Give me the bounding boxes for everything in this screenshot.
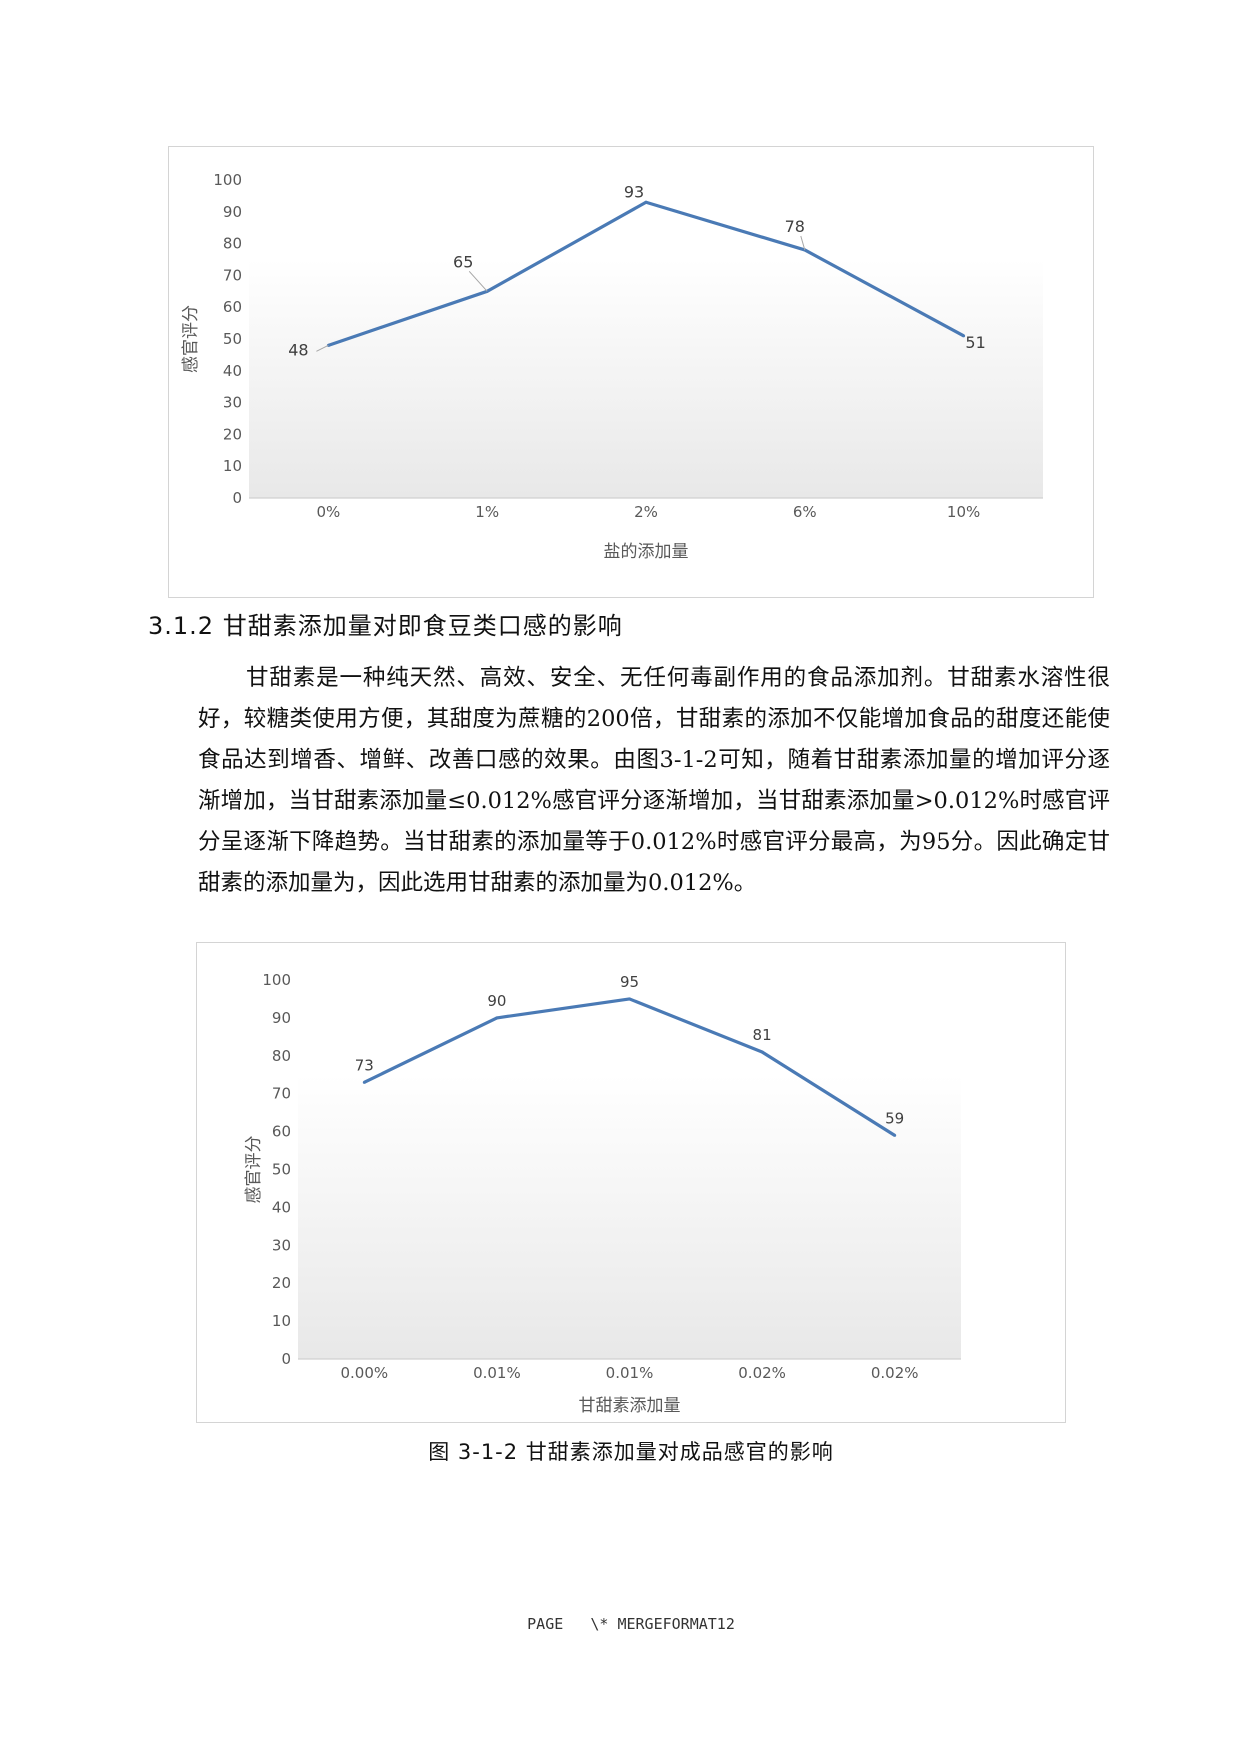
label-leader-line [316,344,329,352]
salt-chart: 0 10 20 30 40 50 60 70 80 90 100 0% 1% 2% 6% 10% 盐的添加量 感官… [168,146,1094,598]
x-axis-title: 盐的添加量 [604,542,689,562]
y-tick-label: 80 [223,235,242,253]
x-tick-label: 1% [475,503,499,521]
data-label: 90 [487,992,506,1010]
data-label: 48 [288,340,308,359]
y-tick-label: 90 [272,1009,291,1027]
x-tick-label: 0.01% [473,1364,521,1382]
data-label: 65 [453,252,473,271]
x-tick-label: 0.00% [340,1364,388,1382]
y-tick-label: 70 [223,266,242,284]
x-axis-title: 甘甜素添加量 [579,1396,681,1416]
data-point [628,997,631,1001]
y-axis-title: 感官评分 [181,305,201,373]
body-paragraph: 甘甜素是一种纯天然、高效、安全、无任何毒副作用的食品添加剂。甘甜素水溶性很好，较… [198,665,1110,896]
salt-chart-svg: 0 10 20 30 40 50 60 70 80 90 100 0% 1% 2% 6% 10% 盐的添加量 感官… [181,171,1043,562]
sweetener-chart-svg: 0 10 20 30 40 50 60 70 80 90 100 0.00% 0.01% 0.01% 0.0… [244,971,961,1416]
x-tick-label: 0.01% [606,1364,654,1382]
label-leader-line [468,270,488,292]
data-point [495,1016,499,1020]
y-tick-label: 20 [272,1274,291,1292]
x-tick-label: 0.02% [871,1364,919,1382]
y-tick-label: 40 [223,362,242,380]
y-axis-title: 感官评分 [244,1136,264,1204]
x-tick-label: 0% [317,503,341,521]
plot-area [249,259,1043,498]
x-tick-label: 10% [947,503,980,521]
y-tick-label: 60 [272,1123,291,1141]
y-tick-label: 20 [223,425,242,443]
y-tick-label: 10 [223,457,242,475]
x-tick-label: 6% [793,503,817,521]
data-label: 78 [785,217,805,236]
data-point [760,1050,764,1054]
data-point [644,200,648,204]
x-tick-label: 0.02% [738,1364,786,1382]
y-tick-label: 80 [272,1047,291,1065]
y-tick-label: 30 [272,1236,291,1254]
y-tick-label: 70 [272,1085,291,1103]
data-point [962,334,966,338]
data-label: 93 [624,182,644,201]
x-tick-label: 2% [634,503,658,521]
page-footer: PAGE \* MERGEFORMAT12 [527,1615,735,1633]
data-label: 95 [620,973,639,991]
section-heading: 3.1.2 甘甜素添加量对即食豆类口感的影响 [148,612,623,640]
data-label: 81 [753,1026,772,1044]
y-tick-label: 10 [272,1312,291,1330]
data-label: 73 [355,1056,374,1074]
y-tick-label: 90 [223,203,242,221]
y-tick-label: 30 [223,394,242,412]
y-tick-label: 60 [223,298,242,316]
data-point [362,1080,366,1084]
y-tick-label: 100 [213,171,242,189]
y-tick-label: 50 [223,330,242,348]
data-label: 59 [885,1109,904,1127]
figure-caption: 图 3-1-2 甘甜素添加量对成品感官的影响 [428,1440,834,1464]
y-tick-label: 0 [281,1350,291,1368]
label-leader-line [800,235,806,251]
plot-area [298,1074,961,1359]
y-tick-label: 40 [272,1198,291,1216]
data-label: 51 [965,333,985,352]
y-tick-label: 50 [272,1161,291,1179]
sweetener-chart: 0 10 20 30 40 50 60 70 80 90 100 0.00% 0.01% 0.01% 0.0… [196,942,1066,1423]
data-point [893,1133,897,1137]
y-tick-label: 100 [262,971,291,989]
y-tick-label: 0 [232,489,242,507]
